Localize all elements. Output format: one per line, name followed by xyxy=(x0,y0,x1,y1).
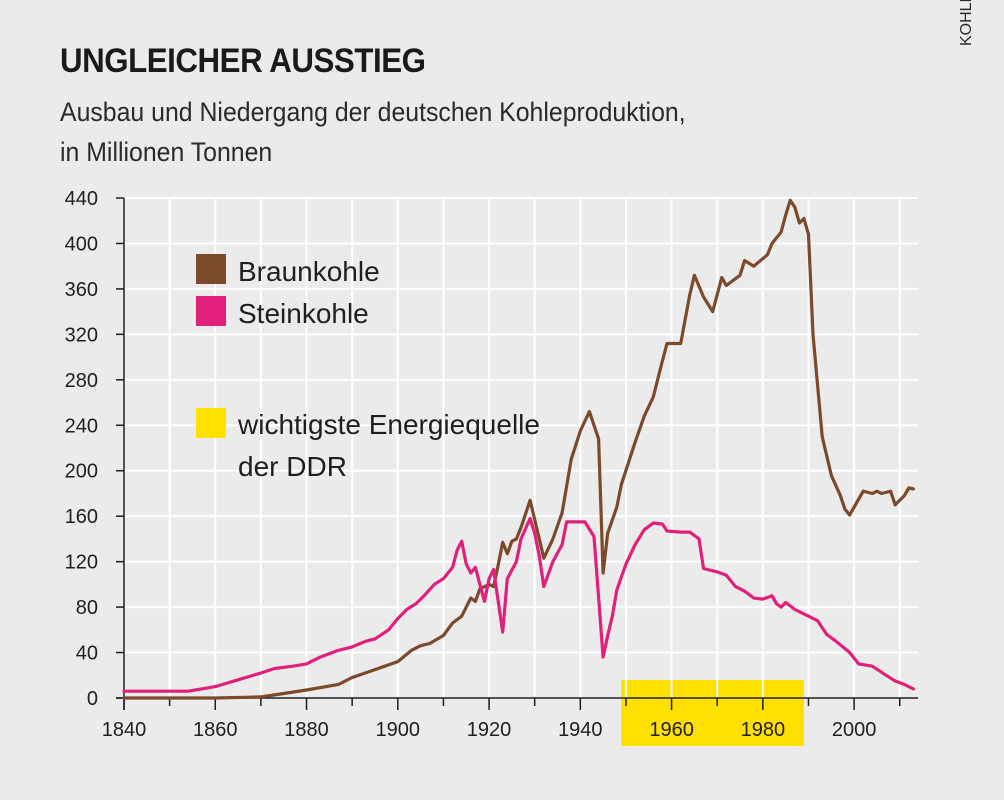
y-tick-label: 40 xyxy=(76,643,98,665)
legend-label-steinkohle: Steinkohle xyxy=(238,298,369,329)
x-tick-label: 1860 xyxy=(193,719,238,741)
ddr-highlight-band xyxy=(621,680,804,746)
x-tick-label: 1960 xyxy=(649,719,694,741)
x-tick-label: 1840 xyxy=(102,719,147,741)
y-tick-label: 0 xyxy=(87,688,98,710)
legend-label-ddr-line1: wichtigste Energiequelle xyxy=(237,409,540,440)
series-line-braunkohle xyxy=(122,198,915,700)
legend-label-ddr-line2: der DDR xyxy=(238,451,347,482)
y-tick-label: 400 xyxy=(65,233,98,255)
legend-label-braunkohle: Braunkohle xyxy=(238,256,380,287)
subtitle-line-1: Ausbau und Niedergang der deutschen Kohl… xyxy=(60,97,686,127)
y-tick-label: 160 xyxy=(65,506,98,528)
y-tick-label: 80 xyxy=(76,597,98,619)
y-tick-label: 120 xyxy=(65,552,98,574)
chart-subtitle: Ausbau und Niedergang der deutschen Kohl… xyxy=(60,92,814,172)
x-tick-label: 1900 xyxy=(376,719,421,741)
y-tick-label: 200 xyxy=(65,461,98,483)
series-line-steinkohle xyxy=(122,516,915,693)
x-tick-label: 1920 xyxy=(467,719,512,741)
y-tick-label: 240 xyxy=(65,415,98,437)
legend-swatch-steinkohle xyxy=(196,296,226,326)
x-tick-label: 1940 xyxy=(558,719,603,741)
legend-swatch-ddr xyxy=(196,408,226,438)
subtitle-line-2: in Millionen Tonnen xyxy=(60,137,273,167)
x-tick-label: 2000 xyxy=(832,719,877,741)
y-tick-label: 440 xyxy=(65,188,98,210)
y-tick-label: 320 xyxy=(65,324,98,346)
chart-title: UNGLEICHER AUSSTIEG xyxy=(60,42,426,80)
x-tick-label: 1980 xyxy=(741,719,786,741)
legend: Braunkohle Steinkohle wichtigste Energiequ… xyxy=(196,254,540,482)
x-tick-label: 1880 xyxy=(284,719,329,741)
y-tick-label: 360 xyxy=(65,279,98,301)
y-tick-label: 280 xyxy=(65,370,98,392)
legend-swatch-braunkohle xyxy=(196,254,226,284)
